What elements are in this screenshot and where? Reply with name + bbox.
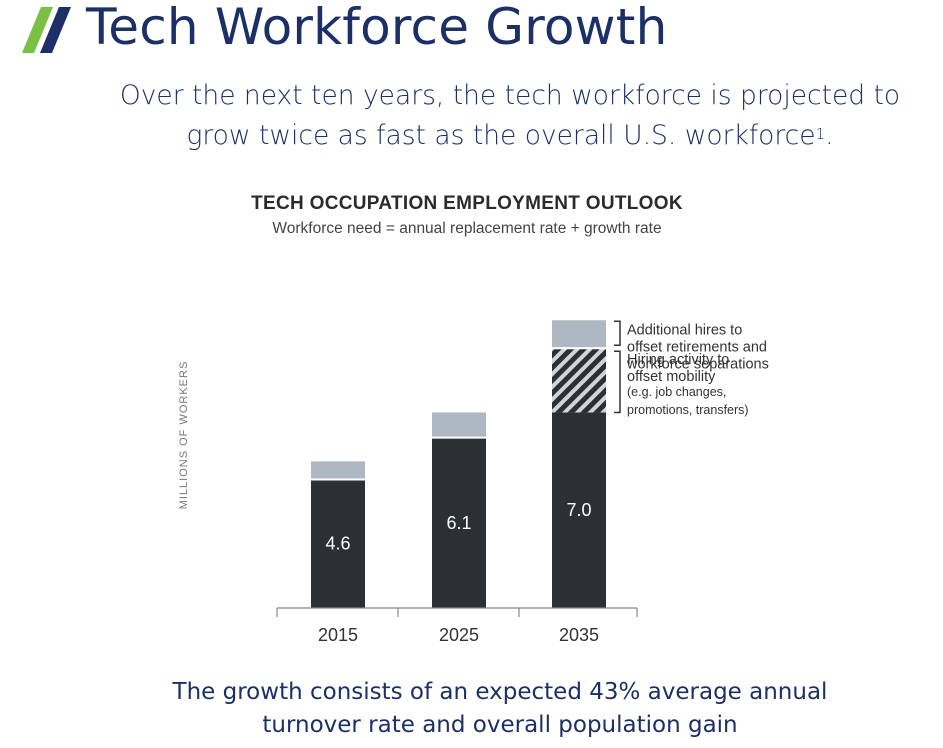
annotation-text-0-0: Additional hires to: [627, 322, 742, 338]
x-tick-label-2035: 2035: [559, 625, 599, 645]
chart-title: TECH OCCUPATION EMPLOYMENT OUTLOOK: [251, 193, 683, 214]
annotation-bracket-0: [614, 320, 621, 346]
x-tick-label-2025: 2025: [439, 625, 479, 645]
footer-line-1: The growth consists of an expected 43% a…: [172, 679, 828, 705]
page-title: Tech Workforce Growth: [86, 0, 668, 56]
annotation-text-1-0: Hiring activity to: [627, 352, 729, 368]
annotation-text-1-1: offset mobility: [627, 369, 716, 385]
footer-text: The growth consists of an expected 43% a…: [100, 676, 900, 742]
bar-employment-2015: [311, 479, 365, 608]
bar-replacement-2015: [311, 461, 365, 479]
logo-slashes-icon: [22, 7, 71, 53]
bar-employment-2035: [552, 412, 606, 608]
bar-replacement-2025: [432, 412, 486, 437]
annotation-text-0-1: offset retirements and: [627, 339, 767, 355]
page-subtitle: Over the next ten years, the tech workfo…: [60, 76, 943, 156]
annotation-text-0-2: workforce separations: [626, 356, 769, 372]
bar-value-label-2035: 7.0: [566, 500, 591, 520]
bar-employment-2025: [432, 437, 486, 608]
subtitle-line-2: grow twice as fast as the overall U.S. w…: [186, 120, 816, 151]
bar-replacement-2035: [552, 320, 606, 348]
x-axis: 2015 2025 2035: [276, 607, 638, 645]
bar-value-label-2025: 6.1: [446, 513, 471, 533]
bar-value-label-2015: 4.6: [325, 534, 350, 554]
footnote-marker: 1: [815, 125, 826, 143]
y-axis-label: MILLIONS OF WORKERS: [178, 361, 190, 510]
subtitle-end: .: [825, 120, 834, 151]
chart-subtitle: Workforce need = annual replacement rate…: [272, 220, 661, 237]
x-tick-label-2015: 2015: [318, 625, 358, 645]
bars-group: 4.6 6.1 7.0: [311, 320, 606, 608]
annotation-bracket-1: [614, 350, 621, 414]
footer-line-2: turnover rate and overall population gai…: [262, 712, 738, 738]
subtitle-line-1: Over the next ten years, the tech workfo…: [119, 80, 901, 111]
bar-mobility-2035: [552, 348, 606, 413]
annotation-small-text-1-0: (e.g. job changes,: [627, 385, 726, 399]
annotation-small-text-1-1: promotions, transfers): [627, 403, 749, 417]
